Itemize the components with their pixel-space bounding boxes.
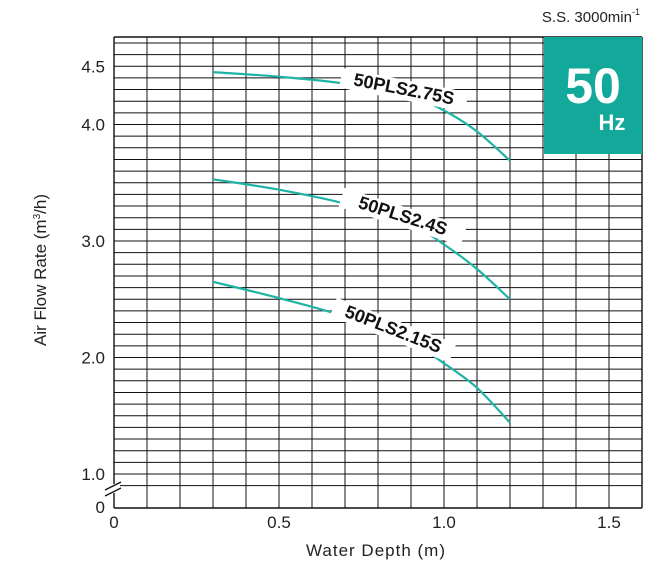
series-label-bg [338, 187, 467, 246]
y-axis-title: Air Flow Rate (m3/h) [31, 194, 50, 346]
y-tick-label: 4.5 [81, 57, 105, 76]
y-tick-label-zero: 0 [96, 498, 105, 517]
x-tick-label: 1.0 [432, 513, 456, 532]
series-line-2 [212, 280, 511, 424]
series-label-group-1: 50PLS2.4S [338, 187, 467, 246]
series-label-2: 50PLS2.15S [342, 301, 444, 357]
series-label-bg [339, 67, 469, 113]
badge-number: 50 [565, 58, 621, 114]
x-tick-label: 1.5 [597, 513, 621, 532]
frequency-badge: 50 Hz [544, 37, 642, 154]
series-label-0: 50PLS2.75S [352, 69, 456, 108]
axis-ticks: 0 0.5 1.0 1.5 1.0 2.0 3.0 4.0 4.5 0 [81, 57, 620, 532]
series-label-group-2: 50PLS2.15S [329, 297, 457, 363]
y-tick-label: 3.0 [81, 232, 105, 251]
x-tick-label: 0 [109, 513, 118, 532]
badge-background [544, 37, 642, 154]
series-label-group-0: 50PLS2.75S [339, 67, 469, 113]
x-tick-label: 0.5 [267, 513, 291, 532]
y-tick-label: 4.0 [81, 116, 105, 135]
axis-break-mark [104, 481, 122, 491]
series-label-1: 50PLS2.4S [356, 192, 450, 239]
badge-unit: Hz [599, 110, 626, 135]
x-axis-title: Water Depth (m) [306, 541, 446, 560]
y-tick-label: 2.0 [81, 349, 105, 368]
series-label-bg [329, 297, 457, 363]
speed-label: S.S. 3000min-1 [542, 7, 640, 26]
y-tick-label: 1.0 [81, 465, 105, 484]
axis-break-gap [108, 484, 120, 493]
axis-break-mark [104, 487, 122, 497]
